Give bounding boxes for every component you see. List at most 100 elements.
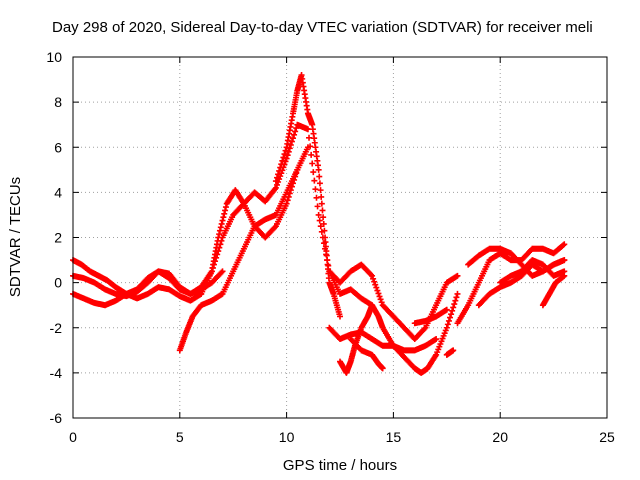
x-tick-label: 25	[599, 429, 615, 445]
x-tick-label: 20	[492, 429, 508, 445]
y-tick-label: 10	[46, 49, 62, 65]
data-point	[369, 272, 376, 279]
data-point	[288, 138, 295, 145]
data-point	[217, 224, 224, 231]
data-point	[313, 194, 320, 201]
data-point	[310, 169, 317, 176]
data-point	[316, 180, 323, 187]
data-point	[454, 272, 461, 279]
data-point	[271, 224, 278, 231]
data-point	[449, 307, 456, 314]
grid	[73, 57, 607, 418]
data-point	[320, 214, 327, 221]
data-point	[287, 187, 294, 194]
data-point	[370, 275, 377, 282]
data-point	[218, 220, 225, 227]
data-point	[367, 271, 374, 278]
data-point	[285, 193, 292, 200]
data-point	[376, 293, 383, 300]
data-point	[421, 325, 428, 332]
x-tick-label: 10	[279, 429, 295, 445]
series-arc-12	[454, 241, 568, 327]
data-point	[281, 151, 288, 158]
data-point	[288, 183, 295, 190]
data-point	[379, 365, 386, 372]
data-point	[561, 241, 568, 248]
data-point	[312, 186, 319, 193]
data-point	[337, 313, 343, 320]
data-point	[284, 197, 291, 204]
axis-ticks: 0 5 10 15 20 25 -6 -4 -2 0 2 4 6 8 10	[46, 49, 615, 445]
data-point	[315, 166, 322, 173]
series-arc-3	[70, 268, 226, 309]
data-point	[317, 187, 324, 194]
data-point	[451, 301, 458, 308]
series-arc-11	[411, 306, 450, 327]
data-point	[275, 171, 282, 178]
data-point	[220, 214, 227, 221]
data-point	[215, 234, 222, 241]
data-point	[219, 217, 226, 224]
series-arc-5	[198, 166, 301, 297]
y-tick-label: 6	[54, 139, 62, 155]
data-point	[374, 287, 381, 294]
data-point	[216, 231, 223, 238]
data-point	[287, 141, 294, 148]
data-point	[375, 290, 382, 297]
data-point	[316, 173, 323, 180]
data-point	[290, 135, 297, 142]
data-point	[454, 290, 461, 297]
y-tick-label: -4	[50, 365, 63, 381]
data-point	[216, 227, 223, 234]
y-tick-label: 8	[54, 94, 62, 110]
data-point	[311, 177, 318, 184]
series-arc-6	[272, 72, 343, 320]
data-point	[561, 257, 568, 264]
data-point	[433, 336, 440, 343]
data-point	[371, 278, 378, 285]
data-point	[285, 148, 292, 155]
data-point	[450, 347, 457, 354]
y-tick-label: -6	[50, 410, 63, 426]
x-tick-label: 15	[386, 429, 402, 445]
x-tick-label: 5	[176, 429, 184, 445]
data-point	[292, 128, 299, 135]
data-point	[291, 131, 298, 138]
data-point	[315, 211, 322, 218]
y-axis-label: SDTVAR / TECUs	[7, 177, 24, 297]
series-arc-10	[347, 336, 386, 372]
data-point	[286, 145, 293, 152]
data-point	[320, 220, 327, 227]
y-tick-label: 0	[54, 275, 62, 291]
x-axis-label: GPS time / hours	[283, 457, 397, 474]
data-point	[447, 314, 454, 321]
data-point	[308, 151, 315, 158]
data-point	[222, 207, 229, 214]
data-point	[560, 242, 567, 249]
data-point	[372, 281, 379, 288]
data-point	[283, 200, 290, 207]
data-point	[273, 174, 280, 181]
data-point	[561, 272, 568, 279]
data-point	[276, 167, 283, 174]
data-point	[278, 161, 285, 168]
data-point	[284, 152, 291, 159]
data-point	[279, 157, 286, 164]
data-point	[306, 134, 313, 141]
series-arc-17	[443, 347, 457, 358]
data-point	[321, 227, 328, 234]
data-point	[291, 176, 298, 183]
data-point	[304, 144, 311, 151]
y-tick-label: 2	[54, 230, 62, 246]
data-point	[443, 306, 450, 313]
data-point	[286, 190, 293, 197]
data-point	[294, 166, 301, 173]
data-point	[282, 147, 289, 154]
data-point	[292, 173, 299, 180]
data-point	[378, 299, 385, 306]
data-point	[444, 321, 451, 328]
series-arc-9	[326, 261, 461, 343]
data-point	[272, 178, 279, 185]
data-point	[319, 207, 326, 214]
